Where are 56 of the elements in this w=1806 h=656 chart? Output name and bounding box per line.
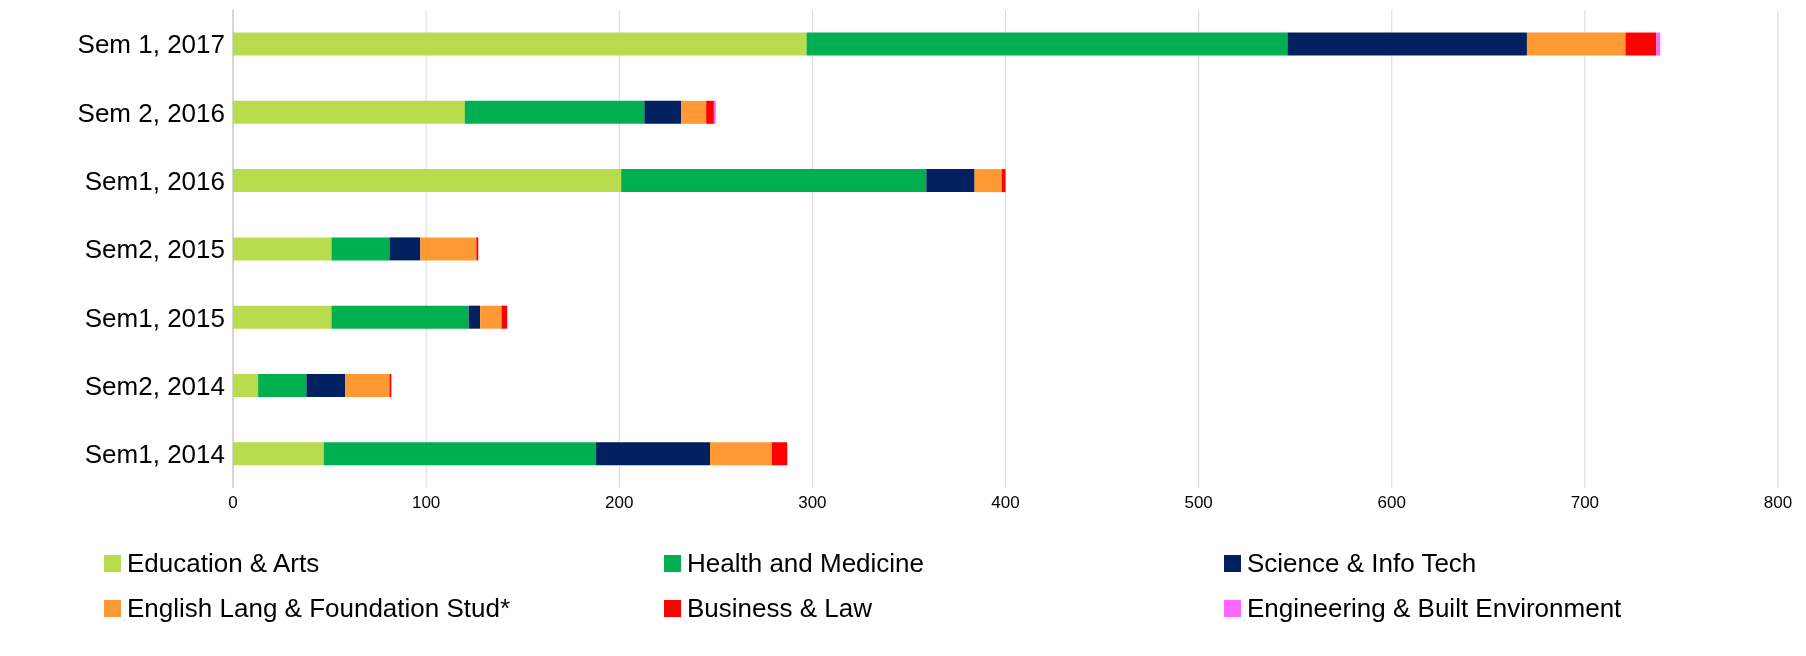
bar — [306, 373, 346, 397]
bar — [1656, 32, 1661, 56]
legend-label: English Lang & Foundation Stud* — [127, 593, 511, 624]
bar — [706, 100, 714, 124]
y-tick-label: Sem2, 2014 — [84, 370, 225, 401]
bar — [480, 305, 502, 329]
x-tick-label: 200 — [605, 493, 634, 513]
x-tick-label: 600 — [1377, 493, 1406, 513]
bar — [468, 305, 481, 329]
bar — [926, 169, 975, 193]
x-tick-label: 700 — [1570, 493, 1600, 513]
bar — [771, 442, 788, 466]
bar — [501, 305, 508, 329]
bar — [331, 237, 390, 261]
y-tick-label: Sem1, 2015 — [84, 302, 225, 333]
bar — [233, 32, 807, 56]
x-tick-label: 300 — [798, 493, 827, 513]
bar — [420, 237, 477, 261]
x-tick-label: 800 — [1763, 493, 1793, 513]
y-tick-label: Sem2, 2015 — [84, 234, 225, 265]
legend-label: Engineering & Built Environment — [1247, 593, 1622, 624]
legend-label: Health and Medicine — [687, 548, 925, 579]
legend-label: Science & Info Tech — [1247, 548, 1477, 579]
bar — [345, 373, 390, 397]
bar — [596, 442, 711, 466]
legend-label: Education & Arts — [127, 548, 320, 579]
bar — [233, 373, 259, 397]
bar — [389, 237, 421, 261]
bar — [233, 442, 324, 466]
bar — [1526, 32, 1626, 56]
x-tick-label: 500 — [1184, 493, 1213, 513]
bar — [974, 169, 1002, 193]
bar — [806, 32, 1288, 56]
bar — [233, 169, 622, 193]
bar — [1001, 169, 1006, 193]
bar — [1625, 32, 1657, 56]
bar — [233, 237, 332, 261]
bar — [464, 100, 645, 124]
bar — [1287, 32, 1527, 56]
bar — [233, 305, 332, 329]
bar — [681, 100, 707, 124]
x-tick-label: 0 — [228, 493, 238, 513]
bar — [258, 373, 307, 397]
x-tick-label: 100 — [411, 493, 441, 513]
bar — [331, 305, 469, 329]
bar — [233, 100, 465, 124]
x-tick-label: 400 — [991, 493, 1020, 513]
y-tick-label: Sem1, 2014 — [84, 439, 225, 470]
legend-label: Business & Law — [687, 593, 872, 624]
bar — [644, 100, 682, 124]
y-tick-label: Sem1, 2016 — [84, 165, 225, 196]
y-tick-label: Sem 2, 2016 — [77, 97, 225, 128]
bar — [710, 442, 772, 466]
bar — [323, 442, 597, 466]
bar — [621, 169, 927, 193]
y-tick-label: Sem 1, 2017 — [77, 29, 225, 60]
